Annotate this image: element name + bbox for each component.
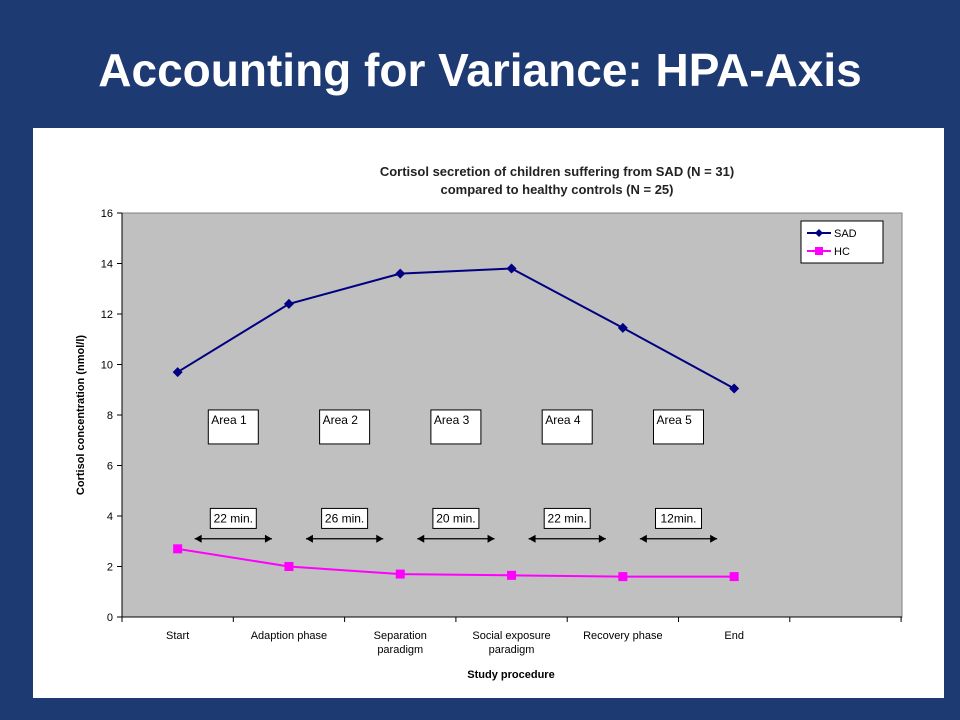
y-tick-label: 12 [101, 309, 113, 321]
y-axis-title: Cortisol concentration (nmol/l) [75, 335, 87, 495]
area-label: Area 3 [434, 413, 470, 427]
arrowhead-left [417, 534, 425, 543]
series-group [172, 263, 740, 582]
legend: SAD HC [800, 220, 884, 264]
point-hc [507, 570, 517, 580]
slide-title: Accounting for Variance: HPA-Axis [98, 44, 862, 96]
y-tick-label: 0 [107, 612, 113, 624]
point-sad [729, 383, 740, 394]
x-tick-label: Separation [374, 630, 427, 642]
duration-label: 26 min. [325, 511, 364, 525]
area-label: Area 5 [657, 413, 693, 427]
chart-title-line-2: compared to healthy controls (N = 25) [441, 182, 674, 197]
duration-box [655, 507, 702, 529]
area-label: Area 2 [323, 413, 359, 427]
arrowhead-right [598, 534, 606, 543]
area-box [430, 409, 482, 445]
x-ticks: Start Adaption phase Separation paradigm Soc… [121, 617, 902, 656]
arrowhead-right [376, 534, 384, 543]
y-tick-label: 4 [107, 511, 113, 523]
y-tick-label: 10 [101, 360, 113, 372]
x-tick-label: Recovery phase [583, 630, 663, 642]
arrowhead-left [528, 534, 536, 543]
duration-box [543, 507, 591, 529]
duration-box [321, 507, 369, 529]
duration-box [432, 507, 480, 529]
x-tick-label: End [724, 630, 744, 642]
legend-box [800, 220, 884, 264]
duration-box [209, 507, 257, 529]
arrowhead-right [264, 534, 272, 543]
point-hc [284, 562, 294, 571]
y-ticks: 0 2 4 6 8 10 12 14 16 [101, 208, 122, 624]
area-box [319, 409, 371, 445]
point-hc [173, 544, 183, 554]
arrowhead-left [305, 534, 313, 543]
y-tick-label: 16 [101, 208, 113, 220]
phase-annotations: Area 1 22 min. Area 2 26 min. Area 3 20 min. A… [194, 409, 718, 543]
area-box [207, 409, 259, 445]
x-tick-label: paradigm [489, 644, 535, 656]
point-sad [395, 268, 406, 279]
y-tick-label: 14 [101, 259, 113, 271]
point-sad [172, 367, 183, 378]
arrowhead-left [194, 534, 202, 543]
duration-label: 12min. [660, 511, 696, 525]
area-box [541, 409, 593, 445]
x-tick-label: Start [166, 630, 189, 642]
duration-label: 22 min. [548, 511, 587, 525]
area-label: Area 1 [211, 413, 247, 427]
y-tick-label: 6 [107, 461, 113, 473]
y-tick-label: 2 [107, 562, 113, 574]
duration-label: 22 min. [214, 511, 253, 525]
point-hc [395, 569, 405, 579]
series-line-hc [177, 547, 735, 578]
x-axis-title: Study procedure [467, 669, 554, 681]
legend-label: SAD [834, 228, 857, 240]
point-hc [729, 572, 739, 582]
area-label: Area 4 [545, 413, 581, 427]
cortisol-line-chart: Cortisol secretion of children suffering… [75, 164, 903, 681]
x-tick-label: paradigm [377, 644, 423, 656]
chart-panel: Cortisol secretion of children suffering… [33, 128, 944, 698]
legend-marker [815, 229, 823, 237]
y-tick-label: 8 [107, 410, 113, 422]
arrowhead-left [639, 534, 647, 543]
series-line-sad [177, 267, 735, 390]
legend-label: HC [834, 246, 850, 258]
point-sad [506, 263, 517, 274]
area-box [653, 409, 704, 445]
point-sad [283, 298, 294, 309]
x-tick-label: Adaption phase [251, 630, 327, 642]
x-tick-label: Social exposure [472, 630, 550, 642]
arrowhead-right [710, 534, 718, 543]
legend-marker [815, 247, 823, 255]
arrowhead-right [487, 534, 495, 543]
duration-label: 20 min. [436, 511, 475, 525]
point-sad [617, 322, 628, 333]
point-hc [618, 572, 628, 582]
chart-title-line-1: Cortisol secretion of children suffering… [380, 164, 734, 179]
